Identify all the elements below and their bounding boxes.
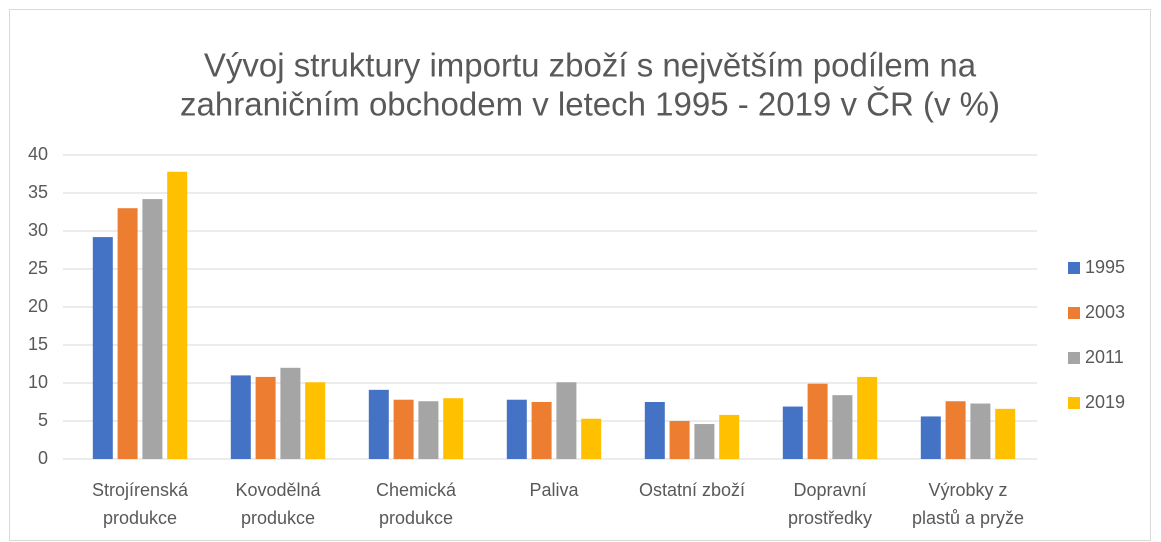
bar: [807, 383, 828, 459]
bar: [506, 399, 527, 459]
bar: [230, 375, 251, 459]
x-tick-label: Výrobky z: [928, 480, 1007, 500]
bar: [142, 199, 163, 459]
bar: [92, 237, 113, 459]
y-tick-label: 25: [28, 258, 48, 278]
y-tick-label: 35: [28, 182, 48, 202]
bar: [368, 389, 389, 459]
x-tick-label: Strojírenská: [92, 480, 189, 500]
x-tick-label: Dopravní: [793, 480, 866, 500]
bar: [920, 416, 941, 459]
y-tick-label: 5: [38, 410, 48, 430]
x-tick-label: produkce: [379, 508, 453, 528]
bar: [305, 382, 326, 459]
chart-title: zahraničním obchodem v letech 1995 - 201…: [180, 86, 1000, 123]
bar: [970, 403, 991, 459]
x-tick-label: produkce: [103, 508, 177, 528]
y-tick-label: 0: [38, 448, 48, 468]
bar: [255, 376, 276, 459]
x-tick-label: Paliva: [529, 480, 579, 500]
bar: [669, 421, 690, 459]
x-tick-label: Kovodělná: [235, 480, 321, 500]
legend-swatch: [1068, 397, 1080, 409]
legend-label: 2019: [1085, 392, 1125, 412]
bar: [694, 424, 715, 459]
y-tick-label: 40: [28, 144, 48, 164]
legend-swatch: [1068, 352, 1080, 364]
bar: [280, 367, 301, 459]
legend-label: 2011: [1085, 347, 1124, 367]
bar: [393, 399, 414, 459]
bar: [531, 402, 552, 459]
bar: [995, 408, 1016, 459]
bar: [581, 418, 602, 459]
bar: [167, 171, 188, 459]
x-tick-label: produkce: [241, 508, 315, 528]
y-tick-label: 15: [28, 334, 48, 354]
x-tick-label: prostředky: [788, 508, 872, 528]
legend-swatch: [1068, 262, 1080, 274]
x-tick-label: Ostatní zboží: [639, 480, 745, 500]
bar: [832, 395, 853, 459]
bar: [782, 406, 803, 459]
bar: [117, 208, 138, 459]
y-tick-label: 20: [28, 296, 48, 316]
x-tick-label: plastů a pryže: [912, 508, 1024, 528]
chart-title: Vývoj struktury importu zboží s největší…: [204, 47, 977, 84]
bar: [556, 382, 577, 459]
bar: [644, 402, 665, 459]
bar: [443, 398, 464, 459]
x-tick-label: Chemická: [376, 480, 457, 500]
bar: [945, 401, 966, 459]
legend-label: 1995: [1085, 257, 1125, 277]
legend-label: 2003: [1085, 302, 1125, 322]
bar: [719, 414, 740, 459]
bar: [857, 376, 878, 459]
y-tick-label: 30: [28, 220, 48, 240]
y-tick-label: 10: [28, 372, 48, 392]
legend-swatch: [1068, 307, 1080, 319]
bar: [418, 401, 439, 459]
